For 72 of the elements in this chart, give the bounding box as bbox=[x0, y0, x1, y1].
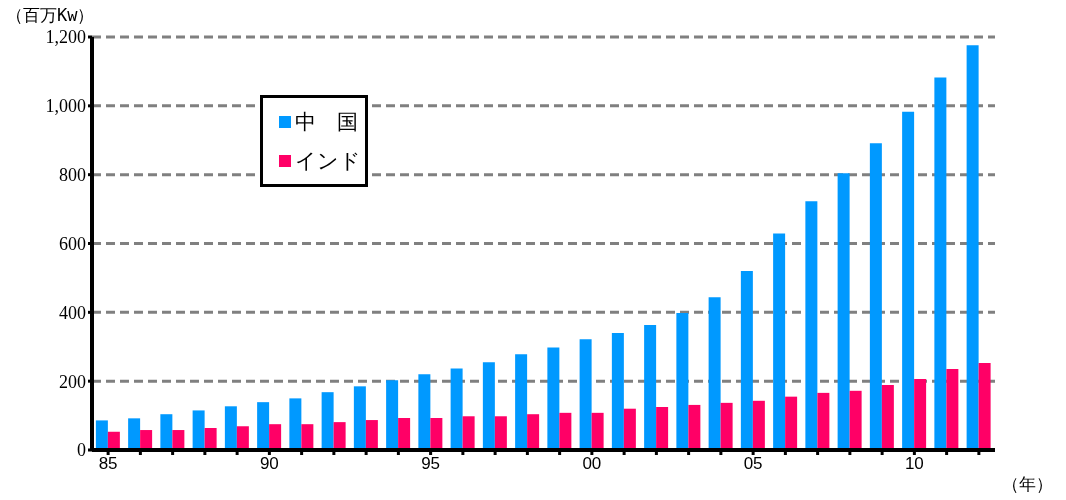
y-tick-label: 1,200 bbox=[45, 27, 86, 48]
x-tick-label: 05 bbox=[743, 454, 763, 474]
bar bbox=[204, 427, 217, 450]
bar bbox=[140, 430, 153, 450]
bar bbox=[591, 412, 604, 450]
y-tick-label: 800 bbox=[59, 165, 86, 186]
bar bbox=[978, 362, 991, 450]
y-tick-label: 600 bbox=[59, 233, 86, 254]
bar bbox=[172, 430, 185, 450]
bar bbox=[817, 392, 830, 450]
bar bbox=[333, 422, 346, 450]
bar bbox=[257, 402, 270, 450]
bar bbox=[708, 297, 721, 450]
bar bbox=[494, 416, 507, 450]
bar bbox=[321, 392, 334, 450]
bar bbox=[269, 424, 282, 450]
bar bbox=[160, 414, 173, 450]
bar bbox=[398, 417, 411, 450]
bar bbox=[430, 417, 443, 450]
bar bbox=[289, 398, 302, 450]
x-tick-label: 95 bbox=[421, 454, 441, 474]
bar bbox=[849, 390, 862, 450]
bar bbox=[623, 408, 636, 450]
bar bbox=[902, 111, 915, 450]
bar bbox=[95, 420, 108, 450]
y-tick-label: 200 bbox=[59, 371, 86, 392]
y-tick-label: 1,000 bbox=[45, 96, 86, 117]
bar bbox=[837, 173, 850, 450]
bar bbox=[462, 416, 475, 450]
bar bbox=[720, 402, 733, 450]
bar bbox=[611, 332, 624, 450]
bar bbox=[128, 418, 141, 450]
bar bbox=[527, 414, 540, 450]
x-tick-label: 00 bbox=[582, 454, 602, 474]
bar bbox=[192, 410, 205, 450]
y-axis-title: （百万Kw） bbox=[6, 4, 95, 27]
bar bbox=[869, 143, 882, 450]
bar bbox=[773, 233, 786, 450]
bar bbox=[644, 325, 657, 450]
bar bbox=[482, 362, 495, 450]
bar bbox=[740, 271, 753, 450]
x-tick-label: 90 bbox=[259, 454, 279, 474]
bar bbox=[579, 339, 592, 450]
bar bbox=[805, 201, 818, 450]
legend-label: 中 国 bbox=[295, 108, 358, 136]
bar bbox=[946, 369, 959, 450]
bar bbox=[752, 400, 765, 450]
x-tick-label: 10 bbox=[904, 454, 924, 474]
bar bbox=[656, 406, 669, 450]
bar bbox=[881, 384, 894, 450]
x-axis-title: （年） bbox=[1002, 473, 1053, 496]
bar bbox=[785, 396, 798, 450]
legend-label: インド bbox=[295, 147, 361, 175]
bar bbox=[236, 426, 249, 450]
bar bbox=[914, 379, 927, 450]
bar bbox=[515, 354, 528, 450]
bar bbox=[559, 412, 572, 450]
bar bbox=[353, 386, 366, 450]
bar bbox=[386, 380, 399, 450]
bar bbox=[224, 406, 237, 450]
bar bbox=[301, 424, 314, 450]
x-tick-label: 85 bbox=[98, 454, 118, 474]
y-tick-label: 0 bbox=[77, 440, 86, 461]
y-tick-label: 400 bbox=[59, 302, 86, 323]
bar bbox=[547, 347, 560, 450]
bar bbox=[365, 420, 378, 450]
bar bbox=[966, 45, 979, 450]
bar bbox=[934, 77, 947, 450]
bar bbox=[450, 368, 463, 450]
bar bbox=[676, 313, 689, 450]
bar bbox=[688, 404, 701, 450]
bar bbox=[418, 374, 431, 450]
